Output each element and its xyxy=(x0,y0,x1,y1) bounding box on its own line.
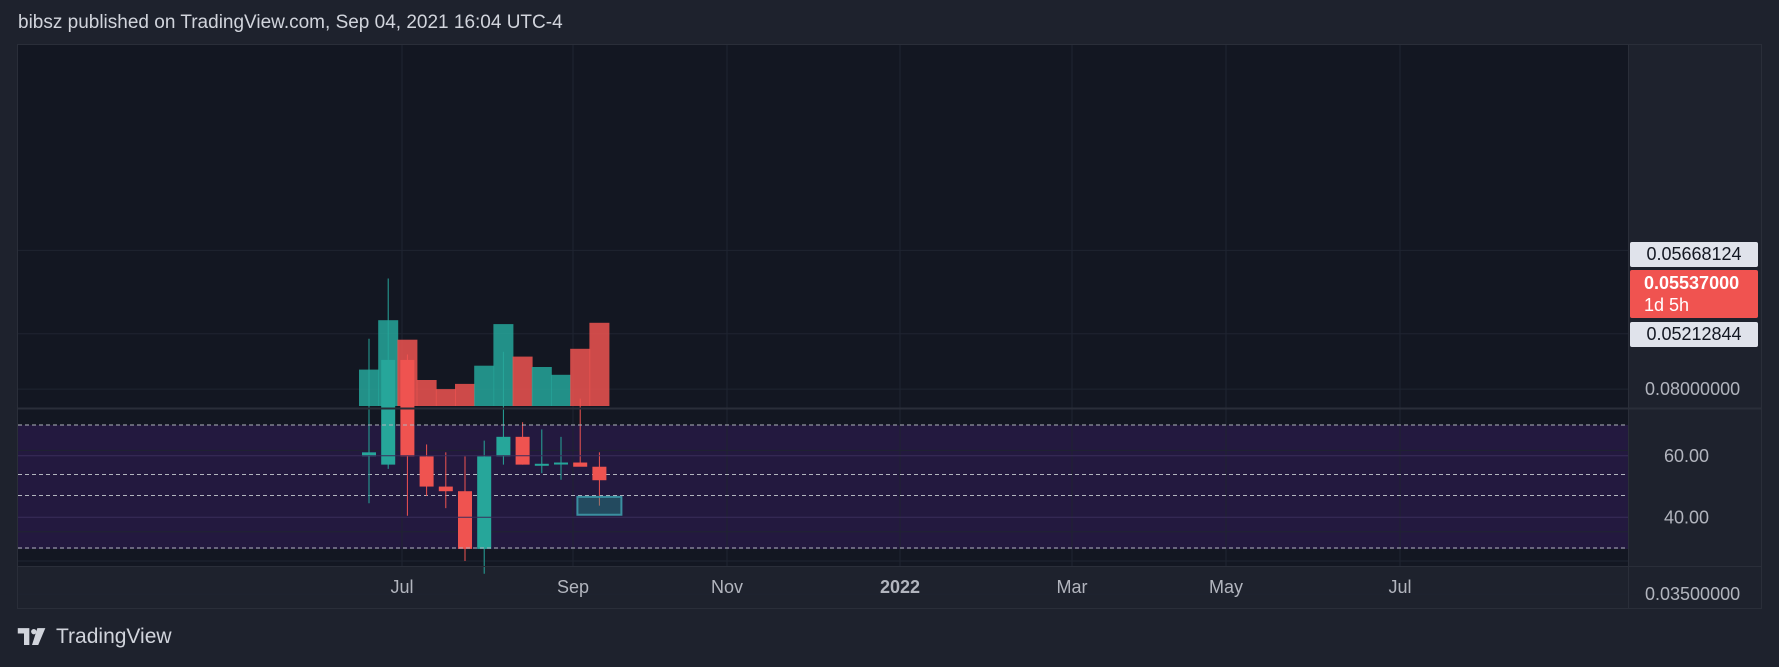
bar-countdown: 1d 5h xyxy=(1644,295,1690,315)
candle-body xyxy=(554,462,568,465)
publish-info: bibsz published on TradingView.com, Sep … xyxy=(18,12,563,33)
candle-body xyxy=(438,486,453,492)
highlight-rect xyxy=(576,495,623,516)
time-tick-label: Nov xyxy=(711,577,743,597)
volume-bar xyxy=(455,383,475,406)
candle-body xyxy=(573,462,588,467)
volume-bar xyxy=(416,380,437,406)
price-pane xyxy=(18,45,1628,408)
time-axis: Jul Sep Nov 2022 Mar May Jul xyxy=(390,577,1411,597)
candle-body xyxy=(458,491,472,549)
time-tick-label: Mar xyxy=(1057,577,1088,597)
rsi-tick-label: 40.00 xyxy=(1664,507,1709,527)
time-tick-label: Jul xyxy=(1388,577,1411,597)
volume-bar xyxy=(551,374,571,406)
candle-body xyxy=(515,436,530,465)
candle-body xyxy=(592,466,607,481)
current-price-value: 0.05537000 xyxy=(1644,273,1740,293)
volume-bar xyxy=(570,348,591,406)
candle-body xyxy=(362,452,376,457)
time-tick-label: Sep xyxy=(557,577,589,597)
current-price-label: 0.05537000 1d 5h xyxy=(1630,270,1758,318)
rsi-axis: 60.00 40.00 xyxy=(18,424,1709,549)
tradingview-logo-icon[interactable] xyxy=(16,626,48,648)
candle-body xyxy=(477,456,492,549)
horizontal-lines xyxy=(18,473,1628,496)
candle-body xyxy=(496,436,511,457)
time-tick-label: May xyxy=(1209,577,1243,597)
volume-bar xyxy=(512,356,533,406)
volume-bar xyxy=(531,367,552,406)
chart-frame xyxy=(17,44,1762,609)
volume-bar xyxy=(474,365,495,406)
highlight-box xyxy=(576,495,623,516)
candles xyxy=(362,278,607,574)
grid xyxy=(18,45,1628,595)
upper-line-label: 0.05668124 xyxy=(1630,242,1758,267)
rsi-tick-label: 60.00 xyxy=(1664,446,1709,466)
volume-bar xyxy=(589,322,610,406)
footer: TradingView xyxy=(16,625,172,649)
candle-body xyxy=(381,359,396,465)
volume-bar xyxy=(435,389,456,406)
lower-line-label: 0.05212844 xyxy=(1630,322,1758,347)
time-tick-label: 2022 xyxy=(880,577,920,597)
price-tick-label: 0.03500000 xyxy=(1645,584,1740,604)
rsi-band xyxy=(18,425,1628,549)
candle-body xyxy=(534,463,549,466)
candle-body xyxy=(419,456,434,487)
price-tick-label: 0.08000000 xyxy=(1645,379,1740,399)
brand-name: TradingView xyxy=(56,625,172,648)
time-tick-label: Jul xyxy=(390,577,413,597)
